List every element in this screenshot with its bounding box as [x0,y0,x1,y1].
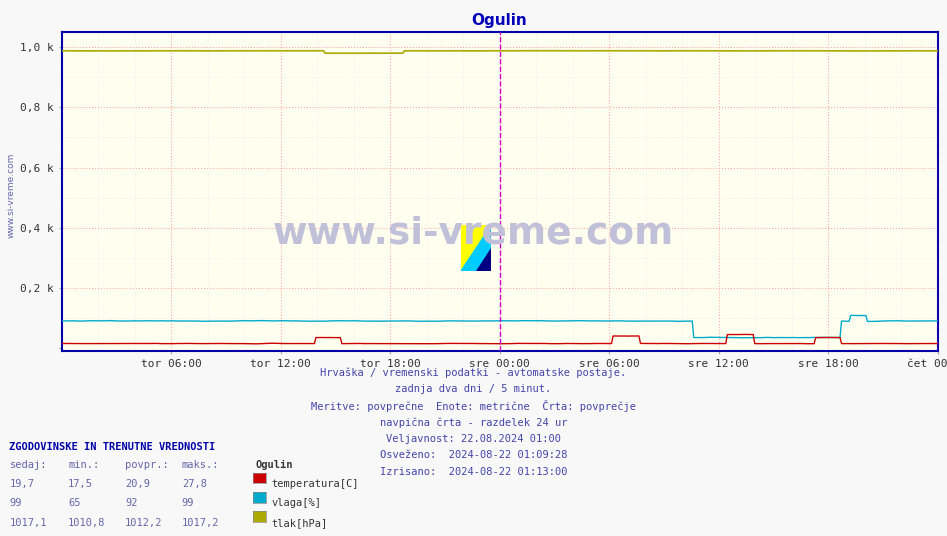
Text: tlak[hPa]: tlak[hPa] [272,518,328,528]
Text: Veljavnost: 22.08.2024 01:00: Veljavnost: 22.08.2024 01:00 [386,434,561,444]
Text: 19,7: 19,7 [9,479,34,489]
Text: 17,5: 17,5 [68,479,93,489]
Text: maks.:: maks.: [182,460,220,470]
Text: 20,9: 20,9 [125,479,150,489]
Text: 1017,2: 1017,2 [182,518,220,528]
Text: zadnja dva dni / 5 minut.: zadnja dva dni / 5 minut. [396,384,551,394]
Text: Osveženo:  2024-08-22 01:09:28: Osveženo: 2024-08-22 01:09:28 [380,450,567,460]
Polygon shape [461,225,491,271]
Text: sedaj:: sedaj: [9,460,47,470]
Text: 99: 99 [182,498,194,509]
Text: www.si-vreme.com: www.si-vreme.com [273,215,674,251]
Text: 1012,2: 1012,2 [125,518,163,528]
Text: navpična črta - razdelek 24 ur: navpična črta - razdelek 24 ur [380,417,567,428]
Polygon shape [461,225,491,271]
Text: www.si-vreme.com: www.si-vreme.com [7,153,16,239]
Text: 1017,1: 1017,1 [9,518,47,528]
Polygon shape [476,248,491,271]
Text: 92: 92 [125,498,137,509]
Text: 65: 65 [68,498,80,509]
Text: min.:: min.: [68,460,99,470]
Text: Meritve: povprečne  Enote: metrične  Črta: povprečje: Meritve: povprečne Enote: metrične Črta:… [311,400,636,412]
Text: Hrvaška / vremenski podatki - avtomatske postaje.: Hrvaška / vremenski podatki - avtomatske… [320,367,627,378]
Text: povpr.:: povpr.: [125,460,169,470]
Title: Ogulin: Ogulin [472,13,527,28]
Text: temperatura[C]: temperatura[C] [272,479,359,489]
Text: Izrisano:  2024-08-22 01:13:00: Izrisano: 2024-08-22 01:13:00 [380,467,567,477]
Text: 1010,8: 1010,8 [68,518,106,528]
Text: 99: 99 [9,498,22,509]
Text: 27,8: 27,8 [182,479,206,489]
Text: vlaga[%]: vlaga[%] [272,498,322,509]
Text: ZGODOVINSKE IN TRENUTNE VREDNOSTI: ZGODOVINSKE IN TRENUTNE VREDNOSTI [9,442,216,452]
Text: Ogulin: Ogulin [256,460,294,470]
